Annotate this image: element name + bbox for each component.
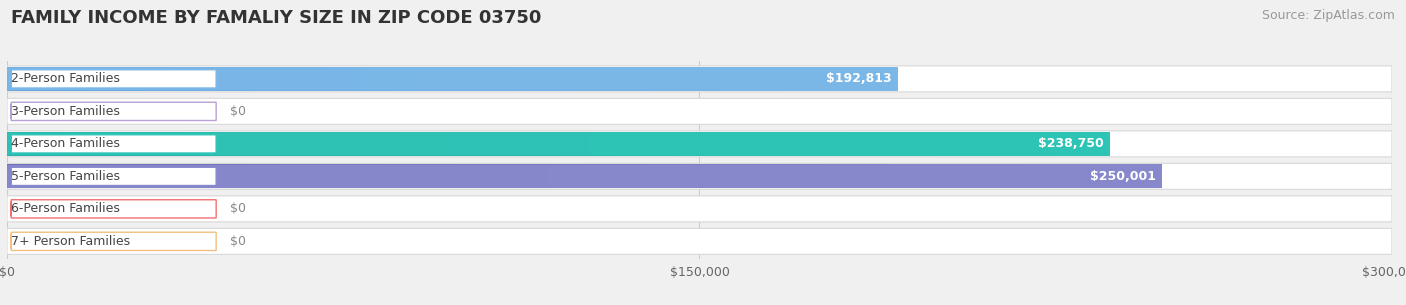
Text: FAMILY INCOME BY FAMALIY SIZE IN ZIP CODE 03750: FAMILY INCOME BY FAMALIY SIZE IN ZIP COD…	[11, 9, 541, 27]
Text: 3-Person Families: 3-Person Families	[11, 105, 120, 118]
Text: 6-Person Families: 6-Person Families	[11, 203, 120, 215]
Text: $250,001: $250,001	[1090, 170, 1156, 183]
Text: $0: $0	[231, 203, 246, 215]
Text: $0: $0	[231, 235, 246, 248]
FancyBboxPatch shape	[7, 165, 1161, 188]
FancyBboxPatch shape	[11, 167, 217, 185]
Text: 2-Person Families: 2-Person Families	[11, 72, 120, 85]
FancyBboxPatch shape	[11, 102, 217, 120]
Text: 4-Person Families: 4-Person Families	[11, 137, 120, 150]
FancyBboxPatch shape	[7, 196, 1392, 222]
Text: 7+ Person Families: 7+ Person Families	[11, 235, 131, 248]
Text: $0: $0	[231, 105, 246, 118]
Text: $238,750: $238,750	[1038, 137, 1104, 150]
Text: 5-Person Families: 5-Person Families	[11, 170, 120, 183]
FancyBboxPatch shape	[7, 66, 1392, 92]
FancyBboxPatch shape	[11, 232, 217, 250]
FancyBboxPatch shape	[7, 131, 1392, 157]
FancyBboxPatch shape	[11, 135, 217, 153]
FancyBboxPatch shape	[7, 67, 897, 91]
FancyBboxPatch shape	[7, 163, 1392, 189]
FancyBboxPatch shape	[7, 132, 1109, 156]
FancyBboxPatch shape	[11, 200, 217, 218]
FancyBboxPatch shape	[7, 99, 1392, 124]
Text: Source: ZipAtlas.com: Source: ZipAtlas.com	[1261, 9, 1395, 22]
Text: $192,813: $192,813	[825, 72, 891, 85]
FancyBboxPatch shape	[11, 70, 217, 88]
FancyBboxPatch shape	[7, 228, 1392, 254]
